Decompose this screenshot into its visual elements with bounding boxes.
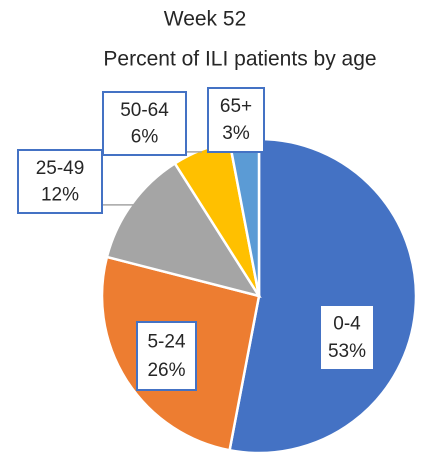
label-box	[17, 149, 103, 214]
data-label: 12%	[41, 184, 79, 205]
chart-subtitle: Percent of ILI patients by age	[103, 48, 376, 71]
data-label: 53%	[328, 341, 366, 362]
category-label: 65+	[220, 96, 252, 117]
label-box	[136, 321, 197, 391]
pie-slice	[105, 161, 262, 298]
label-box	[319, 304, 375, 371]
category-label: 0-4	[333, 314, 361, 335]
data-label: 3%	[222, 123, 250, 144]
label-box	[102, 91, 187, 156]
data-label: 6%	[131, 126, 159, 147]
category-label: 25-49	[36, 158, 85, 179]
label-box	[207, 87, 265, 153]
category-label: 5-24	[147, 331, 185, 352]
pie-slice	[228, 137, 418, 455]
chart-title: Week 52	[164, 8, 247, 31]
data-label: 26%	[147, 360, 185, 381]
category-label: 50-64	[120, 100, 169, 121]
